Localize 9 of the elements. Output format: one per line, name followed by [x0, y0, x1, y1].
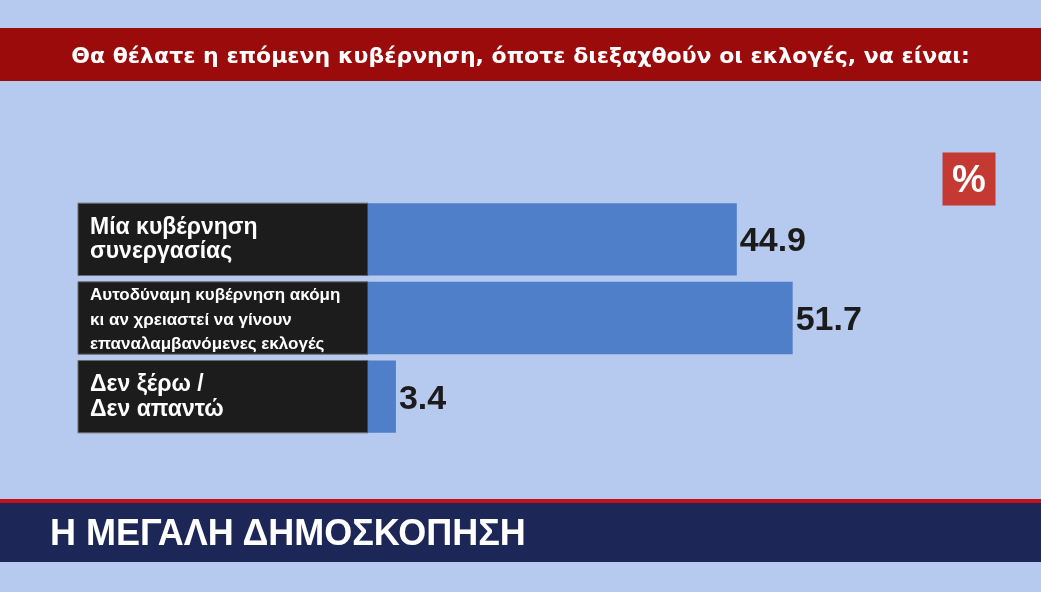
chart-title: Θα θέλατε η επόμενη κυβέρνηση, όποτε διεξαχθούν οι εκλογές, να είναι: [71, 42, 970, 68]
text: Η ΜΕΓΑΛΗ ΔΗΜΟΣΚΟΠΗΣΗ [50, 512, 526, 553]
data-label: 3.4 [398, 377, 447, 416]
data-label: 51.7 [795, 299, 862, 337]
y-tick-label: Μία κυβέρνηση συνεργασίας [90, 212, 258, 264]
text: % [952, 158, 986, 200]
y-tick-label: Δεν ξέρω / Δεν απαντώ [90, 369, 224, 421]
y-tick-label: Αυτοδύναμη κυβέρνηση ακόμη κι αν χρειαστεί να γίνουν επαναλαμβανόμενες εκλογές [90, 284, 341, 354]
data-label: 44.9 [739, 220, 806, 259]
